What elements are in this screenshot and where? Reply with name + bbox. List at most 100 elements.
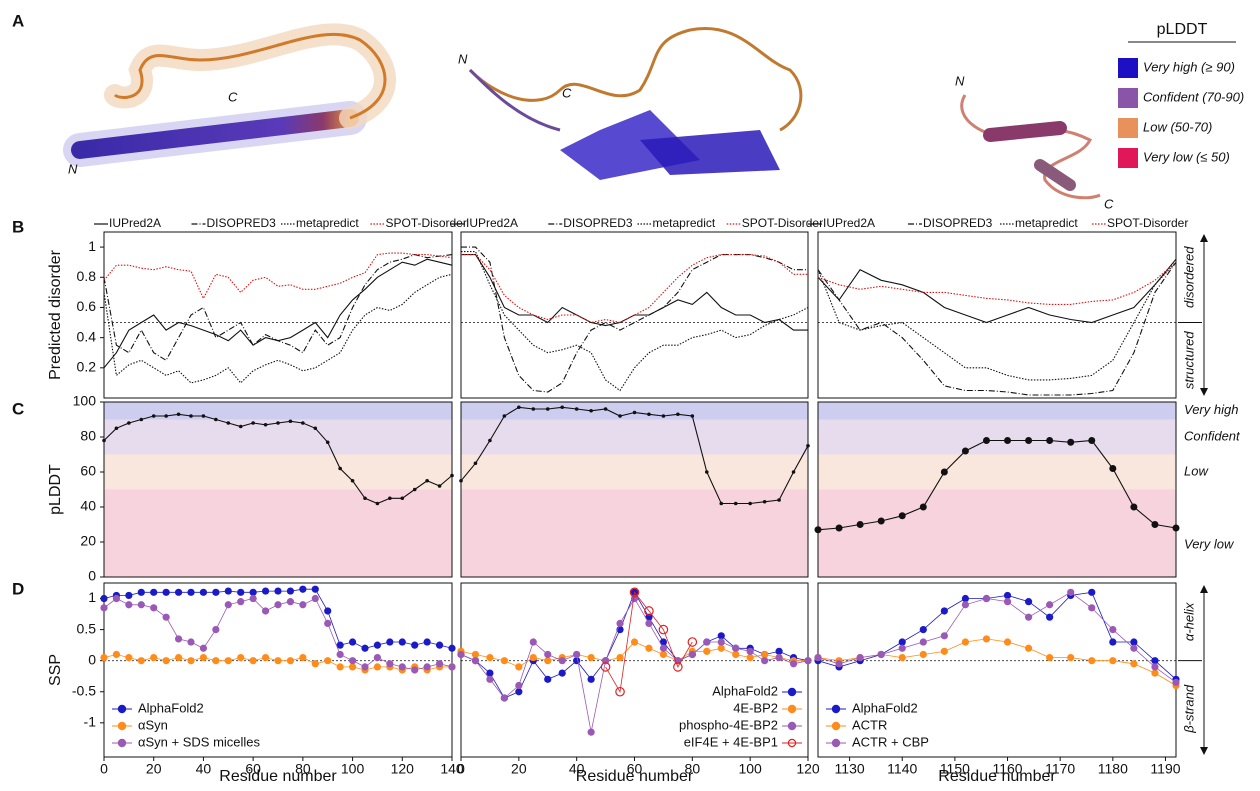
confidence-band: [104, 402, 452, 420]
side-label: α-helix: [1181, 602, 1196, 641]
y-tick-label: 1: [88, 238, 96, 254]
data-point: [515, 682, 522, 689]
data-point: [400, 496, 404, 500]
data-point: [262, 654, 269, 661]
y-tick-label: 60: [80, 463, 96, 479]
y-axis-label: pLDDT: [47, 464, 64, 515]
legend-label: Very high (≥ 90): [1143, 59, 1235, 74]
data-point: [459, 479, 463, 483]
data-point: [857, 654, 864, 661]
legend-label: phospho-4E-BP2: [679, 717, 778, 732]
data-point: [660, 651, 667, 658]
y-tick-label: 0.4: [77, 328, 97, 344]
series-line: [818, 262, 1176, 395]
data-point: [202, 414, 206, 418]
data-point: [631, 638, 638, 645]
data-point: [718, 632, 725, 639]
chart: IUPred2ADISOPRED3metapredictSPOT-Disorde…: [451, 216, 823, 398]
data-point: [1109, 638, 1116, 645]
data-point: [835, 660, 842, 667]
data-point: [1025, 645, 1032, 652]
data-point: [457, 651, 464, 658]
chart: disorderedstructuredIUPred2ADISOPRED3met…: [808, 216, 1208, 398]
y-tick-label: 0: [88, 651, 96, 667]
data-point: [792, 470, 796, 474]
data-point: [287, 657, 294, 664]
y-tick-label: 0.8: [77, 268, 97, 284]
data-point: [531, 407, 535, 411]
data-point: [777, 498, 781, 502]
legend-label: αSyn + SDS micelles: [138, 734, 261, 749]
series-line: [461, 642, 808, 667]
side-label: disordered: [1181, 246, 1196, 308]
legend-label: Very low (≤ 50): [1143, 149, 1230, 164]
data-point: [941, 607, 948, 614]
legend-marker: [788, 705, 795, 712]
data-point: [424, 638, 431, 645]
data-point: [645, 645, 652, 652]
data-point: [438, 484, 442, 488]
data-point: [899, 638, 906, 645]
data-point: [448, 645, 455, 652]
y-tick-label: -1: [84, 714, 97, 730]
data-point: [691, 414, 695, 418]
y-tick-label: 20: [80, 533, 96, 549]
data-point: [448, 663, 455, 670]
confidence-band: [818, 490, 1176, 578]
legend-label: DISOPRED3: [563, 216, 633, 230]
data-point: [660, 645, 667, 652]
data-point: [349, 657, 356, 664]
data-point: [1046, 601, 1053, 608]
series-line: [104, 253, 452, 298]
data-point: [575, 407, 579, 411]
data-point: [662, 414, 666, 418]
x-tick-label: 0: [100, 761, 108, 777]
y-tick-label: 1: [88, 589, 96, 605]
data-point: [806, 444, 810, 448]
series-line: [818, 262, 1176, 380]
data-point: [703, 638, 710, 645]
data-point: [920, 626, 927, 633]
data-point: [983, 595, 990, 602]
data-point: [250, 595, 257, 602]
panel-label: D: [12, 579, 24, 598]
data-point: [559, 670, 566, 677]
legend-marker: [832, 705, 839, 712]
legend-label: SPOT-Disorder: [742, 216, 823, 230]
data-point: [226, 421, 230, 425]
data-point: [983, 437, 990, 444]
data-point: [175, 635, 182, 642]
data-point: [274, 601, 281, 608]
data-point: [100, 654, 107, 661]
data-point: [274, 657, 281, 664]
data-point: [546, 407, 550, 411]
y-tick-label: 40: [80, 498, 96, 514]
plot-frame: [104, 232, 452, 398]
data-point: [164, 414, 168, 418]
data-point: [747, 648, 754, 655]
data-point: [899, 645, 906, 652]
data-point: [1130, 645, 1137, 652]
terminus-label: N: [68, 161, 78, 176]
data-point: [177, 412, 181, 416]
plddt-legend: Very high (≥ 90)Confident (70-90)Low (50…: [1118, 58, 1244, 168]
data-point: [237, 598, 244, 605]
data-point: [573, 657, 580, 664]
structure-2: [470, 28, 801, 180]
legend-marker: [118, 722, 125, 729]
data-point: [424, 663, 431, 670]
data-point: [225, 657, 232, 664]
y-tick-label: 0.6: [77, 298, 97, 314]
data-point: [544, 676, 551, 683]
legend-label: DISOPRED3: [923, 216, 993, 230]
data-point: [187, 589, 194, 596]
data-point: [212, 626, 219, 633]
data-point: [125, 654, 132, 661]
legend-label: IUPred2A: [466, 216, 518, 230]
x-axis-label: Residue number: [938, 768, 1056, 785]
data-point: [878, 518, 885, 525]
data-point: [573, 651, 580, 658]
data-point: [189, 414, 193, 418]
data-point: [719, 502, 723, 506]
data-point: [1109, 657, 1116, 664]
